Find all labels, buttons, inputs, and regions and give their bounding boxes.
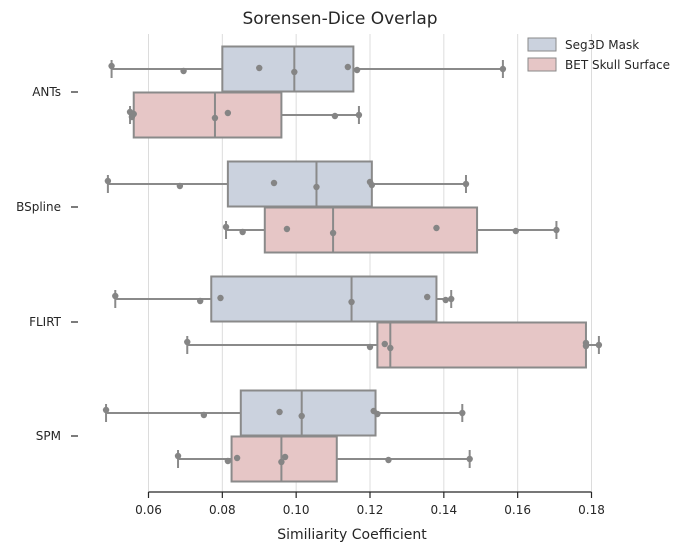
box-iqr xyxy=(239,389,377,437)
y-tick-label: ANTs xyxy=(32,85,61,99)
data-point xyxy=(387,344,394,352)
data-point xyxy=(283,225,291,233)
box-iqr xyxy=(132,91,283,139)
data-point xyxy=(344,63,352,71)
data-point xyxy=(385,456,392,464)
data-point xyxy=(184,338,191,346)
data-point xyxy=(222,223,230,231)
data-point xyxy=(239,228,246,236)
box-bet-skull-surface-flirt xyxy=(186,321,600,369)
box-seg3d-mask-spm xyxy=(105,389,464,437)
data-point xyxy=(270,179,278,187)
data-point xyxy=(459,409,466,417)
data-point xyxy=(224,109,232,117)
y-tick-label: SPM xyxy=(36,429,61,443)
data-point xyxy=(102,406,110,414)
data-point xyxy=(217,294,224,302)
box-iqr xyxy=(210,275,438,323)
data-point xyxy=(381,340,388,348)
data-point xyxy=(224,457,232,465)
x-tick-label: 0.06 xyxy=(135,503,162,517)
data-point xyxy=(298,412,305,420)
data-point xyxy=(104,177,112,185)
data-point xyxy=(278,458,285,466)
boxes xyxy=(105,45,600,483)
x-tick-label: 0.10 xyxy=(283,503,310,517)
x-tick-label: 0.08 xyxy=(209,503,236,517)
data-point xyxy=(276,408,283,416)
box-seg3d-mask-flirt xyxy=(114,275,453,323)
chart-title: Sorensen-Dice Overlap xyxy=(242,9,437,29)
data-point xyxy=(313,183,320,191)
data-point xyxy=(348,298,355,306)
data-point xyxy=(366,343,374,351)
data-point xyxy=(442,296,449,304)
legend-label: BET Skull Surface xyxy=(565,58,670,72)
box-seg3d-mask-ants xyxy=(110,45,504,93)
legend-swatch xyxy=(527,37,557,52)
y-tick-label: FLIRT xyxy=(29,315,62,329)
x-tick-label: 0.12 xyxy=(357,503,384,517)
legend-label: Seg3D Mask xyxy=(565,38,639,52)
y-tick-label: BSpline xyxy=(16,200,61,214)
data-point xyxy=(448,295,455,303)
data-point xyxy=(595,341,603,349)
data-point xyxy=(281,453,289,461)
box-seg3d-mask-bspline xyxy=(106,160,467,208)
data-point xyxy=(196,297,204,305)
data-point xyxy=(108,62,115,70)
x-axis-label: Similiarity Coefficient xyxy=(277,527,427,543)
data-point xyxy=(233,454,241,462)
data-point xyxy=(174,452,182,460)
data-point xyxy=(499,65,507,73)
data-point xyxy=(291,68,298,76)
data-point xyxy=(355,111,363,119)
data-point xyxy=(466,455,473,463)
data-point xyxy=(130,110,137,118)
data-point xyxy=(462,180,470,188)
x-tick-label: 0.14 xyxy=(430,503,457,517)
data-point xyxy=(368,181,376,189)
data-point xyxy=(180,67,187,75)
data-point xyxy=(512,227,520,235)
legend: Seg3D Mask BET Skull Surface xyxy=(527,37,670,72)
data-point xyxy=(112,292,119,300)
x-tick-label: 0.16 xyxy=(504,503,531,517)
data-point xyxy=(211,114,219,122)
box-bet-skull-surface-bspline xyxy=(225,206,558,254)
data-point xyxy=(553,226,560,234)
box-bet-skull-surface-spm xyxy=(177,435,471,483)
data-point xyxy=(176,182,184,190)
box-iqr xyxy=(263,206,479,254)
data-point xyxy=(582,342,590,350)
data-point xyxy=(433,224,440,232)
legend-swatch xyxy=(527,57,557,72)
data-point xyxy=(424,293,431,301)
data-point xyxy=(331,112,339,120)
data-point xyxy=(353,66,361,74)
data-point xyxy=(329,229,337,237)
box-iqr xyxy=(221,45,355,93)
strip-points xyxy=(102,62,603,466)
axes: 0.06 0.08 0.10 0.12 0.14 0.16 0.18 ANTs BSpline F… xyxy=(16,85,605,517)
x-tick-label: 0.18 xyxy=(578,503,605,517)
data-point xyxy=(256,64,263,72)
data-point xyxy=(200,411,208,419)
data-point xyxy=(374,410,381,418)
box-bet-skull-surface-ants xyxy=(129,91,360,139)
box-iqr xyxy=(226,160,373,208)
box-iqr xyxy=(376,321,587,369)
